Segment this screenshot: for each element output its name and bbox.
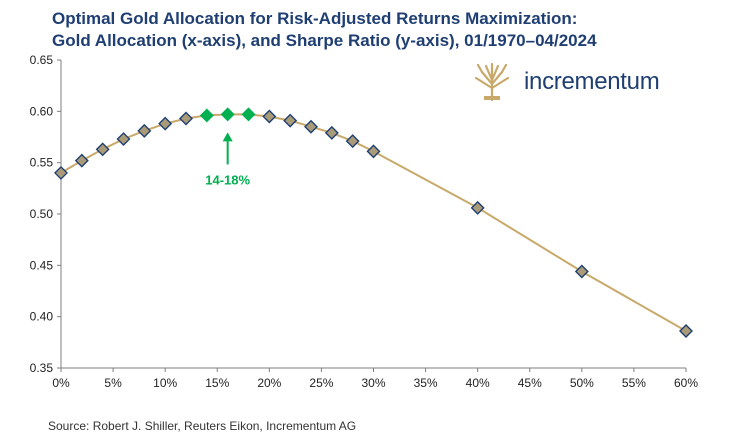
chart-title-line2: Gold Allocation (x-axis), and Sharpe Rat… <box>52 31 597 50</box>
data-point <box>470 200 485 215</box>
data-point <box>283 113 298 128</box>
data-point <box>95 142 110 157</box>
data-point <box>345 134 360 149</box>
annotation-label: 14-18% <box>205 172 250 187</box>
data-point <box>137 123 152 138</box>
x-tick-label: 35% <box>414 376 438 390</box>
y-tick-label: 0.60 <box>30 104 54 118</box>
data-point <box>158 116 173 131</box>
data-point <box>54 165 68 180</box>
chart-title-line1: Optimal Gold Allocation for Risk-Adjuste… <box>52 9 578 28</box>
data-point <box>74 153 89 168</box>
y-tick-label: 0.45 <box>30 258 54 272</box>
data-point <box>324 125 339 140</box>
highlight-data-point <box>199 108 214 123</box>
x-tick-label: 30% <box>361 376 385 390</box>
x-tick-label: 25% <box>309 376 333 390</box>
x-tick-label: 45% <box>518 376 542 390</box>
x-tick-label: 5% <box>104 376 122 390</box>
x-tick-label: 20% <box>257 376 281 390</box>
y-tick-label: 0.40 <box>30 310 54 324</box>
x-tick-label: 10% <box>153 376 177 390</box>
x-tick-label: 60% <box>674 376 698 390</box>
data-point <box>574 264 589 279</box>
data-point <box>179 111 193 126</box>
tree-icon <box>474 62 510 102</box>
data-point <box>116 132 131 147</box>
incrementum-logo: incrementum <box>470 62 660 102</box>
y-tick-label: 0.35 <box>30 361 54 375</box>
x-tick-label: 0% <box>52 376 70 390</box>
y-tick-label: 0.50 <box>30 207 54 221</box>
y-tick-label: 0.55 <box>30 156 54 170</box>
x-tick-label: 40% <box>466 376 490 390</box>
annotation-arrow-head <box>222 132 233 142</box>
data-point <box>304 119 318 134</box>
data-point <box>366 144 381 159</box>
y-tick-label: 0.65 <box>30 53 54 67</box>
highlight-data-point <box>241 107 256 122</box>
data-point <box>262 109 277 124</box>
highlight-data-point <box>220 107 235 122</box>
logo-text: incrementum <box>524 68 660 95</box>
x-tick-label: 15% <box>205 376 229 390</box>
data-point <box>679 324 693 339</box>
x-tick-label: 50% <box>570 376 594 390</box>
chart-title: Optimal Gold Allocation for Risk-Adjuste… <box>52 8 597 52</box>
x-tick-label: 55% <box>622 376 646 390</box>
source-note: Source: Robert J. Shiller, Reuters Eikon… <box>48 419 357 433</box>
